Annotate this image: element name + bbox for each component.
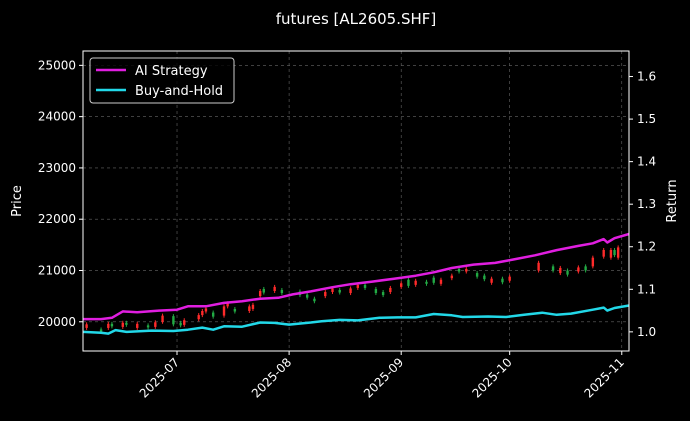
candle-body bbox=[273, 286, 276, 291]
candle-body bbox=[121, 322, 124, 327]
candle-body bbox=[432, 277, 435, 283]
y-axis-right-label: Return bbox=[665, 179, 680, 222]
candle-body bbox=[483, 275, 486, 280]
candle-body bbox=[577, 267, 580, 272]
candle-body bbox=[258, 291, 262, 297]
y-left-tick-label: 21000 bbox=[38, 263, 76, 277]
y-left-tick-label: 25000 bbox=[38, 58, 76, 72]
y-right-tick-label: 1.0 bbox=[637, 325, 656, 339]
candle-body bbox=[161, 315, 164, 322]
candle-body bbox=[226, 303, 229, 307]
candle-body bbox=[613, 249, 616, 256]
candle-body bbox=[251, 304, 255, 309]
candle-body bbox=[324, 292, 327, 297]
candle-body bbox=[602, 249, 605, 257]
candle-body bbox=[559, 267, 562, 274]
candle-body bbox=[248, 306, 251, 311]
y-right-tick-label: 1.4 bbox=[637, 155, 656, 169]
candle-body bbox=[584, 266, 587, 271]
y-right-tick-label: 1.6 bbox=[637, 70, 656, 84]
candle-body bbox=[331, 288, 334, 293]
candle-body bbox=[183, 320, 186, 325]
y-left-tick-label: 20000 bbox=[38, 315, 76, 329]
candle-body bbox=[439, 279, 443, 284]
candle-body bbox=[262, 288, 265, 293]
candle-body bbox=[450, 275, 454, 279]
y-right-tick-label: 1.2 bbox=[637, 240, 656, 254]
y-axis-right: 1.0 1.1 1.2 1.3 1.4 1.5 1.6 bbox=[629, 70, 656, 339]
candle-body bbox=[197, 315, 200, 320]
y-right-tick-label: 1.3 bbox=[637, 197, 656, 211]
candle-body bbox=[609, 249, 613, 258]
candle-body bbox=[465, 268, 468, 272]
candle-body bbox=[591, 257, 595, 267]
candle-body bbox=[85, 324, 88, 328]
legend-label-ai-strategy: AI Strategy bbox=[135, 64, 208, 79]
candle-body bbox=[356, 284, 360, 288]
candle-body bbox=[363, 284, 367, 288]
candle-body bbox=[616, 247, 620, 258]
candle-body bbox=[457, 268, 461, 272]
candle-body bbox=[338, 289, 341, 293]
candle-body bbox=[566, 270, 569, 275]
y-right-tick-label: 1.5 bbox=[637, 112, 656, 126]
y-axis-left-label: Price bbox=[10, 185, 25, 217]
candle-body bbox=[99, 329, 103, 333]
plot-frame bbox=[82, 50, 630, 352]
candle-body bbox=[374, 288, 378, 294]
candle-body bbox=[233, 308, 237, 312]
candle-body bbox=[475, 273, 479, 277]
series-line-ai-strategy bbox=[83, 232, 630, 321]
candle-body bbox=[154, 322, 157, 327]
candle-body bbox=[125, 322, 128, 325]
candle-body bbox=[551, 266, 555, 271]
candle-body bbox=[508, 276, 511, 281]
candle-body bbox=[349, 288, 352, 294]
candle-body bbox=[501, 278, 504, 283]
candle-body bbox=[110, 323, 114, 327]
legend-label-buy-and-hold: Buy-and-Hold bbox=[135, 84, 223, 99]
series-lines bbox=[82, 232, 630, 335]
candle-body bbox=[490, 278, 493, 283]
candle-body bbox=[313, 298, 316, 302]
candle-body bbox=[280, 289, 284, 294]
candle-body bbox=[107, 323, 110, 328]
candle-body bbox=[201, 311, 204, 316]
candle-body bbox=[389, 287, 392, 293]
y-axis-left: 20000 21000 22000 23000 24000 25000 bbox=[38, 58, 83, 329]
candle-body bbox=[407, 279, 410, 286]
y-left-tick-label: 24000 bbox=[38, 110, 76, 124]
candle-body bbox=[146, 325, 150, 328]
candle-body bbox=[204, 308, 208, 312]
y-left-tick-label: 23000 bbox=[38, 161, 76, 175]
candle-body bbox=[136, 323, 139, 328]
candle-body bbox=[414, 280, 417, 285]
candle-body bbox=[425, 281, 428, 284]
candle-body bbox=[381, 292, 385, 296]
legend: AI Strategy Buy-and-Hold bbox=[89, 57, 235, 104]
y-right-tick-label: 1.1 bbox=[637, 282, 656, 296]
candle-body bbox=[179, 322, 182, 326]
candle-body bbox=[172, 316, 175, 325]
series-line-buy-and-hold bbox=[82, 304, 630, 335]
candle-body bbox=[222, 306, 226, 316]
y-left-tick-label: 22000 bbox=[38, 212, 76, 226]
candle-body bbox=[305, 294, 309, 298]
candle-body bbox=[211, 312, 215, 317]
candle-body bbox=[399, 283, 403, 287]
candle-body bbox=[537, 262, 540, 271]
chart-title: futures [AL2605.SHF] bbox=[276, 10, 437, 28]
